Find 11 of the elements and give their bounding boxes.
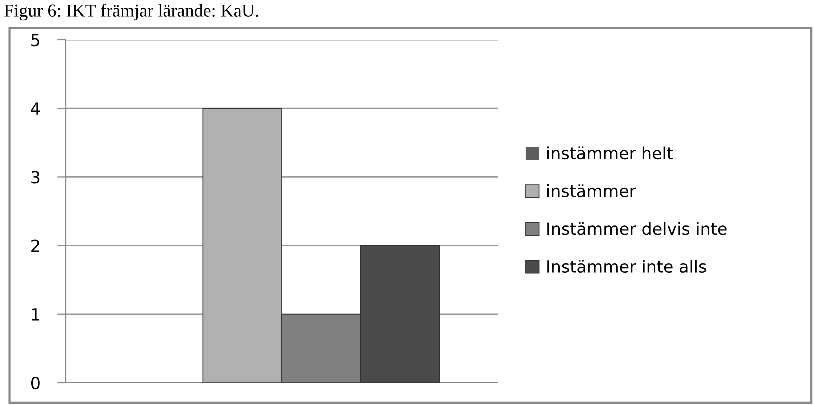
y-tick-label: 3 xyxy=(32,171,40,184)
chart-title: Figur 6: IKT främjar lärande: KaU. xyxy=(4,4,258,21)
y-tick-label: 2 xyxy=(32,240,40,252)
legend-label: Instämmer delvis inte xyxy=(548,222,727,236)
y-tick-label: 5 xyxy=(32,34,40,47)
y-tick-label: 1 xyxy=(32,308,40,321)
legend-label: instämmer helt xyxy=(548,146,674,160)
legend-label: Instämmer inte alls xyxy=(548,260,706,274)
y-tick-label: 0 xyxy=(31,376,40,390)
y-tick-label: 4 xyxy=(31,102,40,115)
legend-label: instämmer xyxy=(548,184,636,198)
